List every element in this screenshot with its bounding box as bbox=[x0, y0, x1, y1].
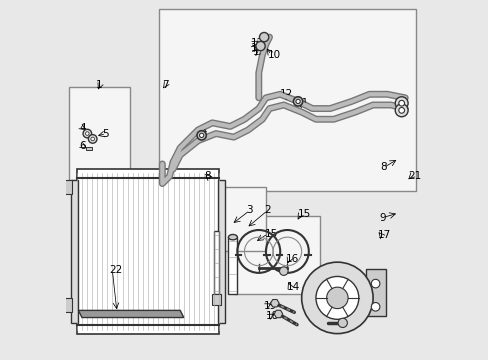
Text: 12: 12 bbox=[250, 38, 264, 48]
Circle shape bbox=[255, 41, 264, 51]
Circle shape bbox=[337, 318, 346, 328]
Text: 16: 16 bbox=[285, 253, 299, 264]
FancyBboxPatch shape bbox=[159, 9, 415, 191]
Text: 18: 18 bbox=[265, 311, 279, 321]
Bar bbox=[64, 180, 72, 194]
Text: 10: 10 bbox=[267, 50, 280, 60]
Text: 14: 14 bbox=[286, 282, 299, 292]
Text: 7: 7 bbox=[162, 80, 168, 90]
Circle shape bbox=[326, 287, 347, 309]
Text: 21: 21 bbox=[407, 171, 420, 181]
Bar bbox=[228, 237, 237, 294]
Text: 9: 9 bbox=[379, 212, 386, 222]
Text: 5: 5 bbox=[102, 129, 109, 139]
Polygon shape bbox=[78, 310, 183, 318]
Bar bbox=[64, 298, 72, 312]
Text: 4: 4 bbox=[80, 123, 86, 133]
Circle shape bbox=[398, 100, 404, 106]
FancyBboxPatch shape bbox=[223, 187, 265, 251]
Circle shape bbox=[370, 302, 379, 311]
Text: 8: 8 bbox=[203, 171, 210, 181]
Text: 15: 15 bbox=[264, 229, 277, 239]
Circle shape bbox=[88, 135, 97, 143]
Text: 12: 12 bbox=[280, 89, 293, 99]
Bar bbox=[212, 294, 221, 305]
Text: 2: 2 bbox=[264, 205, 270, 215]
Circle shape bbox=[315, 276, 358, 319]
Text: 1: 1 bbox=[96, 80, 102, 90]
Circle shape bbox=[394, 104, 407, 117]
Circle shape bbox=[91, 137, 94, 141]
Text: 11: 11 bbox=[295, 98, 308, 108]
Bar bbox=[365, 269, 385, 316]
Ellipse shape bbox=[228, 234, 237, 240]
Text: 8: 8 bbox=[380, 162, 386, 172]
Circle shape bbox=[301, 262, 372, 334]
Circle shape bbox=[259, 32, 268, 42]
Circle shape bbox=[370, 279, 379, 288]
Circle shape bbox=[83, 129, 91, 138]
Bar bbox=[214, 231, 219, 294]
Bar bbox=[77, 169, 219, 334]
Text: 20: 20 bbox=[335, 316, 348, 326]
Bar bbox=[71, 180, 78, 323]
Circle shape bbox=[279, 267, 287, 275]
Text: 3: 3 bbox=[246, 205, 252, 215]
Circle shape bbox=[394, 97, 407, 110]
Polygon shape bbox=[274, 310, 282, 318]
Text: 22: 22 bbox=[108, 265, 122, 275]
Circle shape bbox=[293, 97, 302, 106]
FancyBboxPatch shape bbox=[69, 87, 130, 180]
FancyBboxPatch shape bbox=[233, 216, 319, 294]
Bar bbox=[218, 180, 224, 323]
Text: 6: 6 bbox=[80, 141, 86, 151]
Circle shape bbox=[85, 132, 89, 135]
Bar bbox=[85, 147, 92, 150]
Text: 12: 12 bbox=[252, 47, 265, 57]
Text: 19: 19 bbox=[263, 301, 276, 311]
Text: 15: 15 bbox=[297, 209, 310, 219]
Text: 9: 9 bbox=[200, 128, 206, 138]
Circle shape bbox=[199, 133, 203, 138]
Text: 13: 13 bbox=[250, 43, 264, 53]
Circle shape bbox=[295, 99, 300, 104]
Text: 17: 17 bbox=[377, 230, 390, 240]
Polygon shape bbox=[270, 300, 279, 307]
Circle shape bbox=[197, 131, 206, 140]
Circle shape bbox=[398, 108, 404, 113]
